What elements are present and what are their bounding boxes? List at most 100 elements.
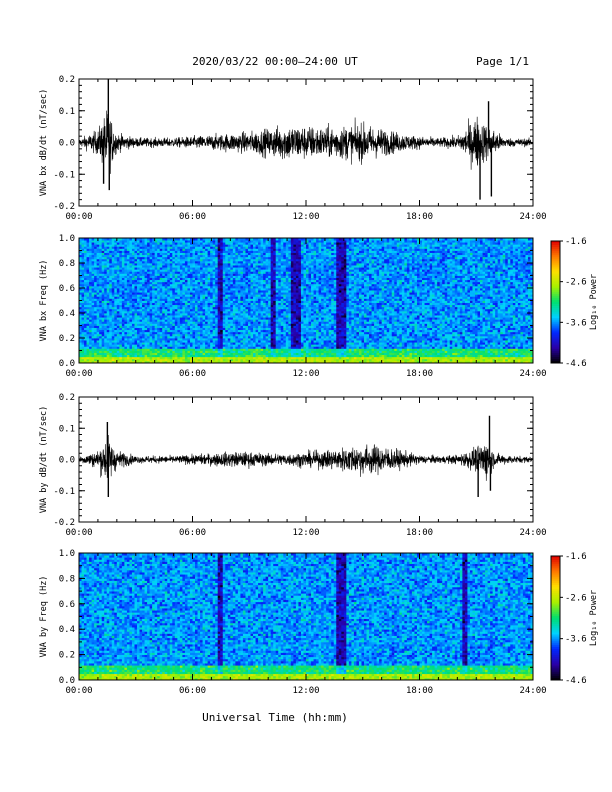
heatmap-cell xyxy=(174,346,178,349)
heatmap-cell xyxy=(131,269,135,272)
heatmap-cell xyxy=(109,356,113,360)
heatmap-cell xyxy=(154,310,158,314)
heatmap-cell xyxy=(79,254,82,258)
heatmap-cell xyxy=(79,310,82,314)
heatmap-cell xyxy=(147,344,151,347)
heatmap-cell xyxy=(162,327,166,331)
heatmap-cell xyxy=(121,327,125,331)
heatmap-cell xyxy=(184,273,188,276)
heatmap-cell xyxy=(96,302,100,306)
heatmap-cell xyxy=(172,290,176,293)
heatmap-cell xyxy=(81,333,85,337)
y-tick-label: -0.1 xyxy=(53,170,75,180)
heatmap-cell xyxy=(94,317,98,320)
heatmap-cell xyxy=(159,302,163,306)
heatmap-cell xyxy=(182,327,186,331)
heatmap-cell xyxy=(159,340,163,343)
heatmap-cell xyxy=(134,275,138,278)
heatmap-cell xyxy=(142,329,145,333)
heatmap-cell xyxy=(152,298,156,301)
heatmap-cell xyxy=(129,350,133,353)
heatmap-cell xyxy=(101,277,105,281)
heatmap-cell xyxy=(172,298,176,301)
heatmap-cell xyxy=(126,252,130,256)
heatmap-cell xyxy=(129,256,133,260)
heatmap-cell xyxy=(154,283,158,287)
heatmap-cell xyxy=(131,279,135,283)
heatmap-cell xyxy=(142,240,145,243)
heatmap-cell xyxy=(182,263,186,266)
heatmap-cell xyxy=(174,333,178,337)
heatmap-cell xyxy=(109,321,113,324)
heatmap-cell xyxy=(114,358,118,362)
heatmap-cell xyxy=(106,248,110,251)
heatmap-cell xyxy=(182,283,186,287)
heatmap-cell xyxy=(119,338,123,341)
heatmap-cell xyxy=(182,300,186,303)
heatmap-cell xyxy=(182,240,186,243)
heatmap-cell xyxy=(147,271,151,274)
heatmap-cell xyxy=(101,360,105,364)
heatmap-cell xyxy=(104,315,108,318)
heatmap-cell xyxy=(91,329,95,333)
heatmap-cell xyxy=(99,306,103,310)
heatmap-cell xyxy=(86,281,90,285)
heatmap-cell xyxy=(182,325,186,328)
heatmap-cell xyxy=(119,238,123,241)
heatmap-cell xyxy=(149,258,153,262)
heatmap-cell xyxy=(164,285,168,289)
heatmap-cell xyxy=(164,354,168,358)
heatmap-cell xyxy=(89,288,93,291)
heatmap-cell xyxy=(119,333,123,337)
heatmap-cell xyxy=(159,275,163,278)
heatmap-cell xyxy=(179,288,183,291)
heatmap-cell xyxy=(126,260,130,264)
heatmap-cell xyxy=(81,267,85,270)
heatmap-cell xyxy=(94,244,98,247)
heatmap-cell xyxy=(144,329,148,333)
heatmap-cell xyxy=(109,298,113,301)
heatmap-cell xyxy=(142,267,145,270)
heatmap-cell xyxy=(119,358,123,362)
heatmap-cell xyxy=(139,288,143,291)
heatmap-cell xyxy=(114,300,118,303)
heatmap-cell xyxy=(164,263,168,266)
heatmap-cell xyxy=(167,246,171,249)
heatmap-cell xyxy=(134,244,138,247)
heatmap-cell xyxy=(167,319,171,322)
heatmap-cell xyxy=(169,252,173,256)
heatmap-cell xyxy=(84,308,87,312)
heatmap-cell xyxy=(94,348,98,351)
heatmap-cell xyxy=(101,317,105,320)
heatmap-cell xyxy=(121,267,125,270)
heatmap-cell xyxy=(169,342,173,345)
heatmap-cell xyxy=(106,323,110,326)
heatmap-cell xyxy=(116,292,120,295)
heatmap-cell xyxy=(116,298,120,301)
heatmap-cell xyxy=(86,329,90,333)
heatmap-cell xyxy=(109,331,113,335)
heatmap-cell xyxy=(164,331,168,335)
heatmap-cell xyxy=(129,248,133,251)
heatmap-cell xyxy=(106,244,110,247)
heatmap-cell xyxy=(104,300,108,303)
heatmap-cell xyxy=(94,323,98,326)
heatmap-cell xyxy=(116,254,120,258)
heatmap-cell xyxy=(184,277,188,281)
heatmap-cell xyxy=(179,260,183,264)
heatmap-cell xyxy=(131,340,135,343)
heatmap-cell xyxy=(154,300,158,303)
heatmap-cell xyxy=(121,292,125,295)
heatmap-cell xyxy=(147,294,151,297)
heatmap-cell xyxy=(99,248,103,251)
heatmap-cell xyxy=(179,279,183,283)
heatmap-cell xyxy=(84,288,87,291)
heatmap-cell xyxy=(174,273,178,276)
heatmap-cell xyxy=(137,308,140,312)
heatmap-cell xyxy=(96,273,100,276)
heatmap-cell xyxy=(101,298,105,301)
heatmap-cell xyxy=(129,267,133,270)
heatmap-cell xyxy=(164,346,168,349)
heatmap-cell xyxy=(152,315,156,318)
heatmap-cell xyxy=(184,275,188,278)
